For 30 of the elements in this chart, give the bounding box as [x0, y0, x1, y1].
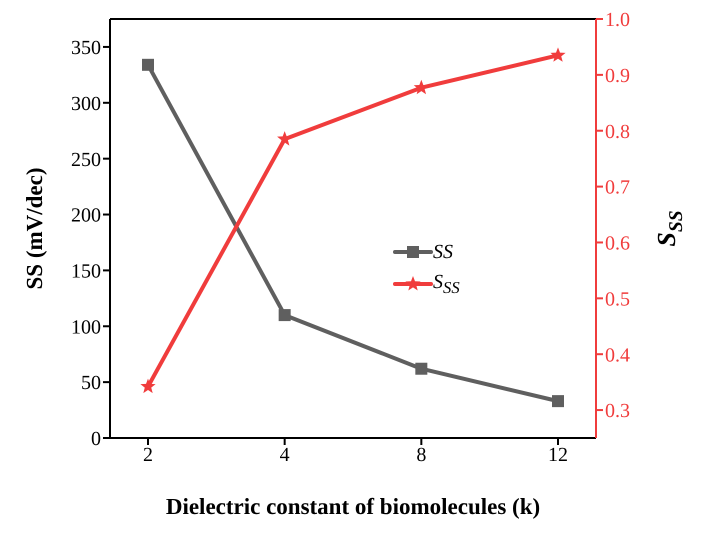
y-tick-label: 100: [71, 316, 101, 338]
y2-tick-label: 0.7: [605, 176, 630, 199]
point: [550, 47, 566, 62]
point: [415, 362, 428, 375]
y-tick-label: 50: [81, 372, 101, 394]
x-tick-label: 4: [280, 444, 290, 466]
legend-label: SS: [433, 240, 454, 264]
y-tick-label: 200: [71, 204, 101, 227]
y2-tick-label: 0.9: [605, 64, 630, 87]
x-tick-label: 8: [416, 444, 426, 466]
y-axis-title: SS (mV/dec): [22, 167, 46, 290]
x-tick-label: 2: [143, 444, 153, 466]
y-tick-label: 250: [71, 148, 101, 171]
y-tick-label: 0: [91, 428, 101, 450]
y2-tick-label: 1.0: [605, 9, 630, 32]
x-axis-title: Dielectric constant of biomolecules (k): [166, 494, 540, 519]
y2-tick-label: 0.8: [605, 120, 630, 143]
y2-tick-label: 0.4: [605, 344, 630, 366]
y2-tick-label: 0.6: [605, 232, 630, 255]
point: [140, 378, 156, 394]
point: [278, 309, 291, 322]
y-tick-label: 150: [71, 260, 101, 282]
point: [552, 395, 564, 408]
y-tick-label: 300: [71, 92, 101, 115]
legend-label: S$_{SS}$: [433, 270, 461, 298]
y-tick-label: 350: [71, 37, 101, 60]
y2-tick-label: 0.3: [605, 400, 630, 422]
y2-tick-label: 0.5: [605, 288, 630, 310]
point: [142, 58, 154, 71]
x-tick-label: 12: [548, 444, 568, 466]
